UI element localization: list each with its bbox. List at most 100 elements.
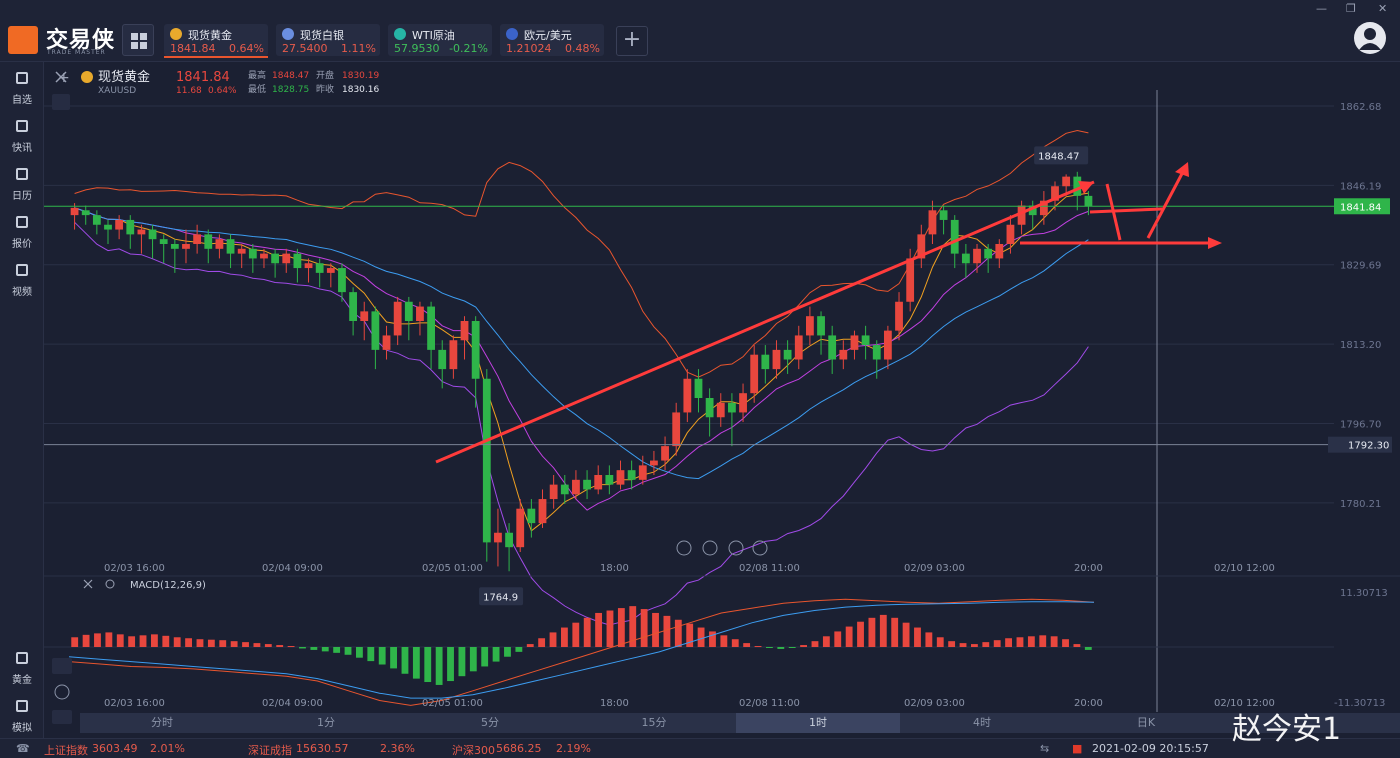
close-window-icon[interactable]: ✕ — [1378, 2, 1388, 15]
index-value-2: 5686.25 — [496, 742, 542, 755]
macd-bar — [834, 631, 842, 647]
candle-body — [293, 253, 302, 269]
add-ticker-button[interactable]: + — [616, 26, 648, 56]
candle-body — [482, 378, 491, 543]
y-tick-label: 1796.70 — [1340, 420, 1381, 431]
minimize-icon[interactable]: — — [1316, 2, 1327, 15]
candle-body — [371, 311, 380, 350]
macd-bar — [857, 621, 864, 647]
timeframe-tab-2[interactable]: 5分 — [481, 716, 499, 729]
macd-close-icon[interactable] — [83, 579, 93, 589]
macd-bar — [458, 647, 466, 677]
gold-coin-icon — [170, 28, 182, 40]
candle-body — [616, 470, 625, 485]
top-bar: 交易侠 TRADE MASTER 现货黄金 1841.84 0.64% 现货白银 27.… — [0, 0, 1400, 62]
scroll-end-icon[interactable] — [728, 540, 744, 556]
scroll-start-icon[interactable] — [702, 540, 718, 556]
ma-mid-line — [74, 207, 1089, 511]
candle-body — [360, 311, 369, 321]
restore-icon[interactable]: ❐ — [1346, 2, 1356, 15]
macd-bar — [447, 647, 454, 682]
symbol-code: XAUUSD — [98, 86, 136, 96]
ticker-name: WTI原油 — [412, 29, 455, 42]
open-label: 开盘 — [316, 69, 334, 81]
indicator-tool-icon[interactable] — [52, 658, 72, 674]
ticker-name: 欧元/美元 — [524, 29, 572, 42]
sidebar-item-3[interactable]: 报价 — [0, 216, 44, 251]
timeframe-tab-3[interactable]: 15分 — [641, 716, 667, 729]
macd-bar — [1027, 636, 1035, 647]
macd-bar — [720, 635, 728, 647]
candle-body — [995, 244, 1004, 259]
macd-bar — [401, 647, 409, 674]
timeframe-bar: 分时 1分 5分 15分 1时 4时 日K — [80, 713, 1400, 733]
line-tool-icon[interactable] — [52, 710, 72, 724]
index-value-0: 3603.49 — [92, 742, 138, 755]
sidebar: 自选快讯日历报价视频黄金模拟 — [0, 62, 44, 738]
candle-body — [750, 354, 759, 394]
timeframe-tab-4[interactable]: 1时 — [736, 713, 900, 733]
ticker-card-1[interactable]: 现货白银 27.5400 1.11% — [276, 24, 380, 56]
x-tick-label: 02/09 03:00 — [904, 563, 965, 574]
macd-dea-line — [68, 601, 1095, 699]
candle-body — [126, 219, 135, 235]
ticker-card-0[interactable]: 现货黄金 1841.84 0.64% — [164, 24, 268, 58]
candle-body — [861, 335, 870, 346]
sync-icon[interactable]: ⇆ — [1040, 742, 1050, 755]
timeframe-tab-6[interactable]: 日K — [1136, 716, 1156, 729]
macd-x-tick-label: 02/04 09:00 — [262, 698, 323, 709]
macd-bar — [139, 635, 147, 647]
zoom-in-icon[interactable] — [752, 540, 768, 556]
timeframe-tab-0[interactable]: 分时 — [151, 716, 173, 729]
candle-body — [839, 349, 848, 360]
candle-body — [583, 479, 591, 490]
candle-body — [460, 321, 469, 341]
macd-bar — [1016, 637, 1024, 647]
video-icon — [16, 264, 28, 276]
sidebar-item-6[interactable]: 模拟 — [0, 700, 44, 735]
macd-bar — [526, 644, 534, 647]
x-tick-label: 02/05 01:00 — [422, 563, 483, 574]
candle-body — [549, 484, 558, 500]
x-tick-label: 02/08 11:00 — [739, 563, 800, 574]
macd-bar — [743, 643, 751, 647]
draw-tool-icon[interactable] — [52, 94, 70, 110]
macd-bar — [321, 647, 329, 652]
layout-grid-button[interactable] — [122, 24, 154, 56]
macd-bar — [549, 632, 557, 647]
index-change-2: 2.19% — [556, 742, 591, 755]
active-ticker-underline — [164, 56, 268, 58]
ticker-card-2[interactable]: WTI原油 57.9530 -0.21% — [388, 24, 492, 56]
close-symbol-icon[interactable] — [55, 71, 67, 83]
macd-x-tick-label: 20:00 — [1074, 698, 1103, 709]
macd-settings-icon[interactable] — [105, 579, 115, 589]
candle-body — [872, 345, 881, 360]
macd-bar — [469, 647, 477, 672]
pen-tool-icon[interactable] — [54, 684, 70, 700]
zoom-out-icon[interactable] — [676, 540, 692, 556]
headset-icon[interactable]: ☎ — [16, 742, 30, 755]
candle-body — [973, 248, 981, 264]
candle-body — [783, 349, 792, 360]
sidebar-item-2[interactable]: 日历 — [0, 168, 44, 203]
macd-bar — [219, 640, 227, 647]
drop-arrow-line — [1105, 183, 1122, 241]
sidebar-item-1[interactable]: 快讯 — [0, 120, 44, 155]
user-avatar[interactable] — [1354, 22, 1386, 54]
candle-body — [349, 292, 358, 321]
sidebar-item-4[interactable]: 视频 — [0, 264, 44, 299]
sidebar-item-0[interactable]: 自选 — [0, 72, 44, 107]
ticker-card-3[interactable]: 欧元/美元 1.21024 0.48% — [500, 24, 604, 56]
macd-bar — [595, 612, 602, 647]
candle-body — [705, 398, 714, 418]
macd-bar — [162, 635, 170, 647]
ticker-price: 1841.84 — [170, 42, 216, 55]
candle-body — [1084, 195, 1093, 207]
timeframe-tab-1[interactable]: 1分 — [317, 716, 335, 729]
price-chart[interactable]: 1862.68 1846.19 1829.69 1813.20 1796.70 1780.… — [44, 62, 1400, 738]
sidebar-item-5[interactable]: 黄金 — [0, 652, 44, 687]
macd-tick-bottom: -11.30713 — [1334, 698, 1385, 709]
close-symbol-icon: + — [58, 70, 70, 86]
low-value: 1828.75 — [272, 85, 309, 95]
timeframe-tab-5[interactable]: 4时 — [973, 716, 991, 729]
